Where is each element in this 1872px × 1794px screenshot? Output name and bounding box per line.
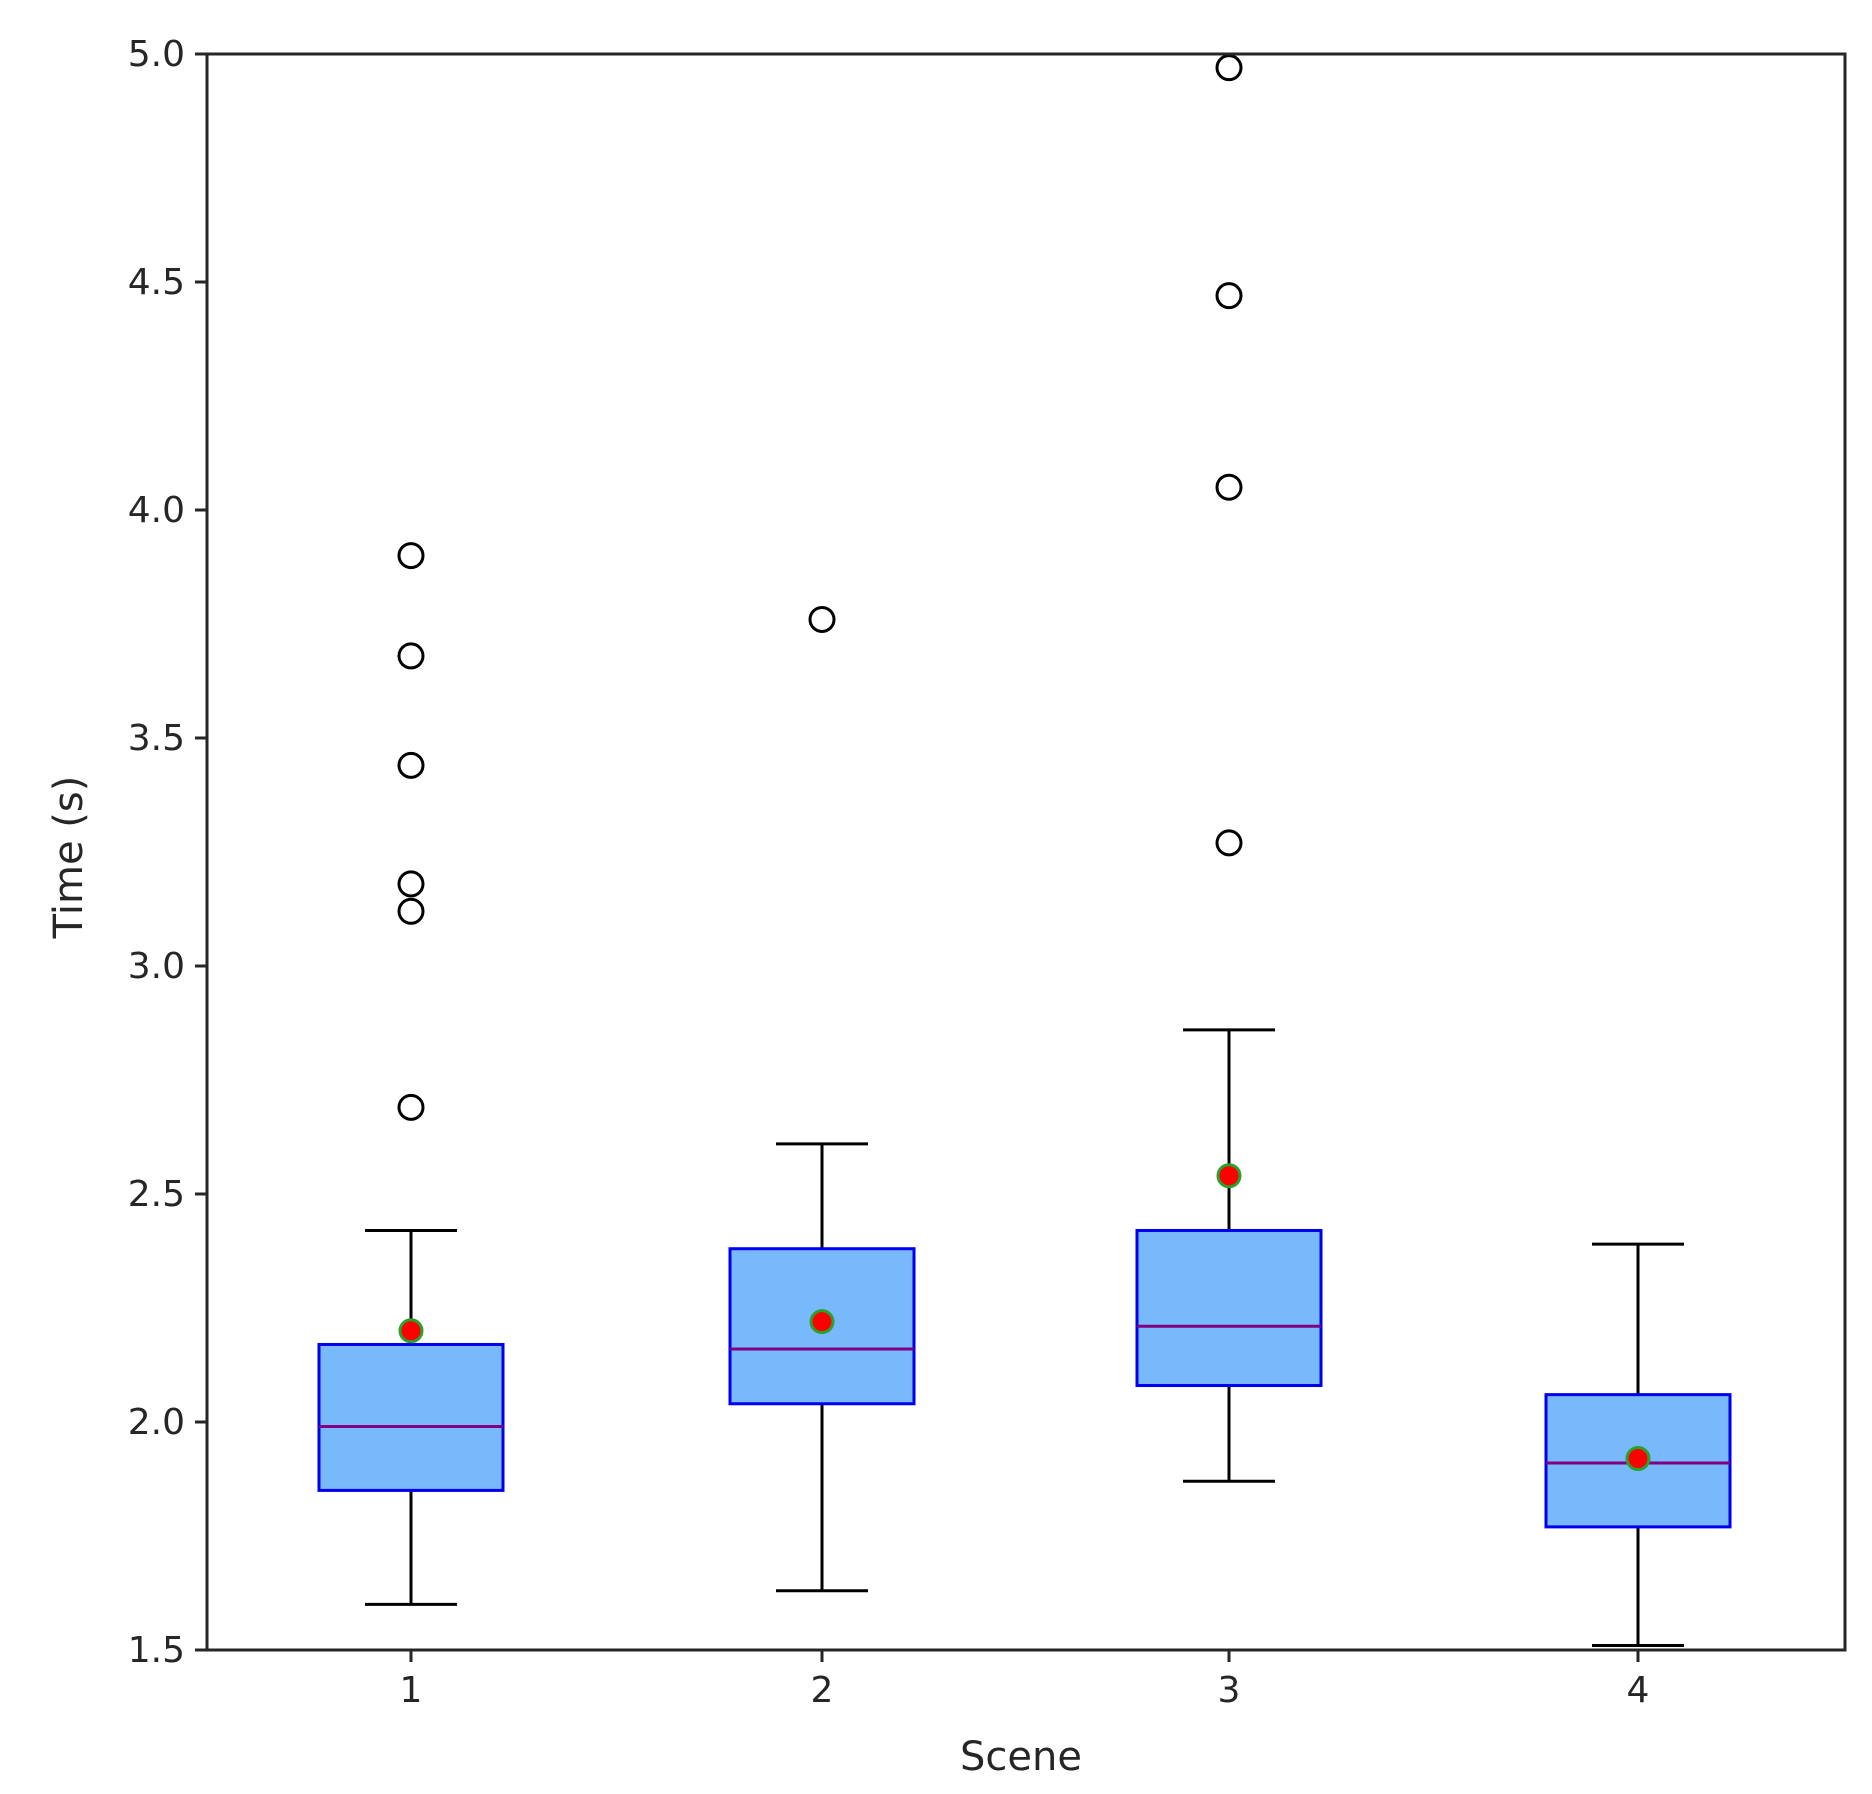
- y-tick-label: 4.5: [128, 262, 185, 303]
- outlier-point: [397, 542, 425, 570]
- y-tick-label: 3.5: [128, 718, 185, 759]
- box-group-3: [1135, 54, 1323, 1483]
- plot-layer: [317, 54, 1732, 1647]
- y-tick-label: 5.0: [128, 34, 185, 75]
- outlier-point: [397, 870, 425, 898]
- y-tick-label: 3.0: [128, 946, 185, 987]
- x-axis-label: Scene: [960, 1734, 1082, 1780]
- x-tick-label: 4: [1627, 1670, 1650, 1711]
- mean-marker: [1625, 1445, 1651, 1471]
- box-group-4: [1544, 1242, 1732, 1647]
- outlier-point: [397, 1093, 425, 1121]
- y-tick-label: 4.0: [128, 490, 185, 531]
- plot-frame: [205, 52, 1847, 1652]
- box-iqr: [1135, 1228, 1323, 1388]
- y-tick-label: 2.5: [128, 1174, 185, 1215]
- outlier-point: [1215, 829, 1243, 857]
- outlier-point: [397, 897, 425, 925]
- x-tick-label: 1: [400, 1670, 423, 1711]
- outlier-point: [397, 751, 425, 779]
- box-group-1: [317, 542, 505, 1606]
- axis-layer: 1.5 2.0 2.5 3.0 3.5 4.0 4.5 5.0 1 2 3 4: [128, 34, 1650, 1711]
- mean-marker: [1216, 1163, 1242, 1189]
- mean-marker: [809, 1309, 835, 1335]
- box-iqr: [317, 1342, 505, 1492]
- outlier-point: [397, 642, 425, 670]
- mean-marker: [398, 1318, 424, 1344]
- x-tick-label: 3: [1218, 1670, 1241, 1711]
- box-group-2: [728, 605, 916, 1593]
- outlier-point: [1215, 282, 1243, 310]
- y-tick-label: 2.0: [128, 1402, 185, 1443]
- y-axis-label: Time (s): [46, 776, 92, 940]
- outlier-point: [1215, 473, 1243, 501]
- y-tick-label: 1.5: [128, 1630, 185, 1671]
- outlier-point: [808, 605, 836, 633]
- x-tick-label: 2: [811, 1670, 834, 1711]
- outlier-point: [1215, 54, 1243, 82]
